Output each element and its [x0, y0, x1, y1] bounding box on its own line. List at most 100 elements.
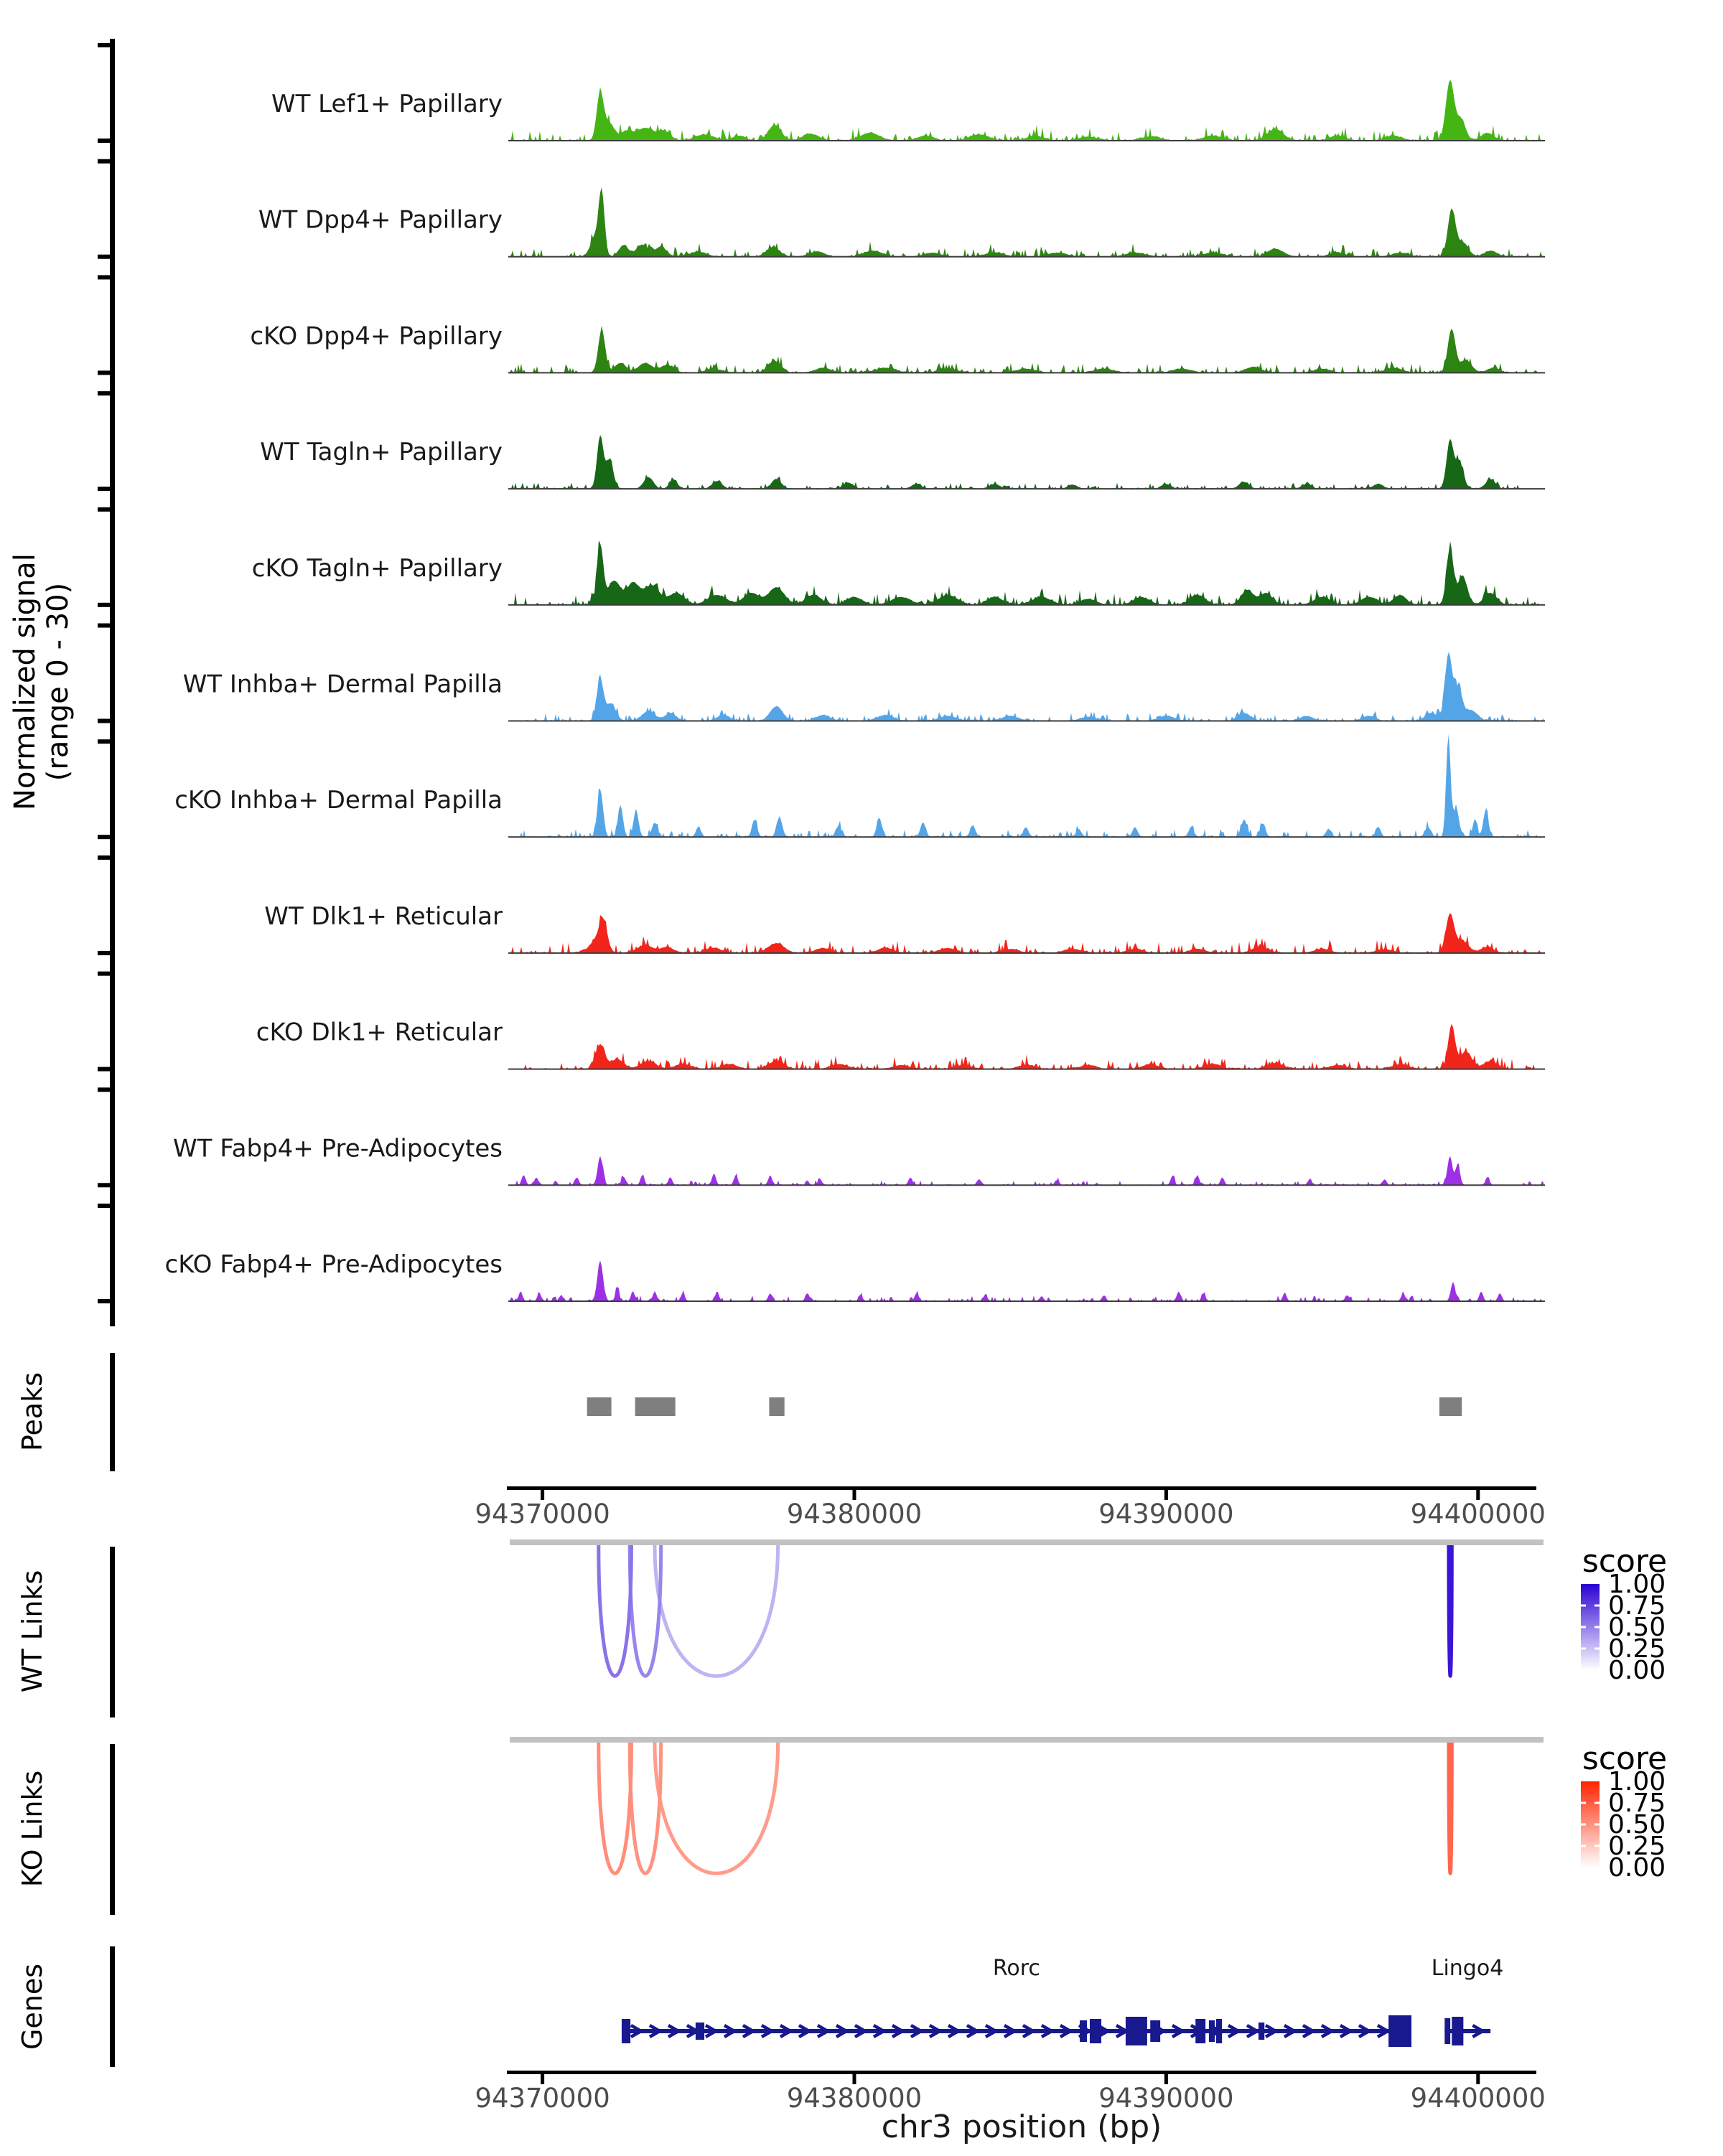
track-label: WT Dpp4+ Papillary — [258, 206, 503, 235]
gene-rorc: Rorc — [621, 1956, 1412, 2047]
strand-chevron-icon — [723, 2024, 738, 2038]
legend-tick-label: 0.75 — [1608, 1591, 1666, 1621]
axis-tick — [541, 2074, 545, 2084]
y-axis-tick-zero — [98, 1183, 112, 1188]
y-axis-tick-max — [98, 43, 112, 47]
signal-area — [510, 1156, 1544, 1186]
strand-chevron-icon — [816, 2024, 831, 2038]
legend-colorbar-tick — [1594, 1647, 1600, 1650]
legend-colorbar-tick — [1581, 1647, 1586, 1650]
y-axis-tick-max — [98, 391, 112, 396]
legend-colorbar-tick — [1594, 1801, 1600, 1804]
gene-exon — [1195, 2019, 1206, 2043]
track-baseline — [508, 1068, 1545, 1070]
axis-tick-label: 94380000 — [787, 2083, 922, 2114]
y-axis-tick-max — [98, 275, 112, 280]
link-arc — [1447, 1742, 1454, 1875]
legend-colorbar-tick — [1594, 1845, 1600, 1847]
link-arc — [653, 1742, 780, 1875]
strand-chevron-icon — [984, 2024, 999, 2038]
y-axis-tick-max — [98, 159, 112, 164]
gene-exon — [1208, 2020, 1215, 2042]
gene-name: Rorc — [993, 1956, 1040, 1981]
strand-chevron-icon — [928, 2024, 943, 2038]
legend-tick-label: 0.75 — [1608, 1789, 1666, 1818]
x-axis-title: chr3 position (bp) — [882, 2109, 1162, 2145]
track-cko-tagln-papillary: cKO Tagln+ Papillary — [98, 507, 1545, 607]
y-axis-spine — [110, 39, 115, 1326]
legend-title: score — [1582, 1543, 1667, 1580]
peak-region — [1439, 1397, 1462, 1416]
peaks-axis: 94370000 94380000 94390000 94400000 — [475, 1486, 1546, 1529]
axis-tick — [1476, 1490, 1480, 1500]
track-baseline — [508, 372, 1545, 374]
strand-chevron-icon — [1171, 2024, 1186, 2038]
gene-exon — [1089, 2019, 1102, 2043]
strand-chevron-icon — [779, 2024, 794, 2038]
strand-chevron-icon — [1003, 2024, 1018, 2038]
strand-chevron-icon — [1227, 2024, 1242, 2038]
axis-tick — [541, 1490, 545, 1500]
legend-colorbar-tick — [1581, 1801, 1586, 1804]
strand-chevron-icon — [1339, 2024, 1354, 2038]
strand-chevron-icon — [854, 2024, 869, 2038]
strand-chevron-icon — [835, 2024, 850, 2038]
wt-links-panel-label: WT Links — [17, 1570, 48, 1692]
genes-panel: Genes Rorc Lingo4 — [17, 1946, 1503, 2067]
strand-chevron-icon — [742, 2024, 757, 2038]
signal-area — [510, 733, 1544, 838]
track-baseline — [508, 488, 1545, 490]
genes-spine — [110, 1946, 115, 2067]
peaks-panel: Peaks — [17, 1353, 1462, 1471]
y-axis-tick-max — [98, 507, 112, 512]
links-baseline-bar — [510, 1737, 1544, 1743]
y-axis-tick-zero — [98, 602, 112, 607]
y-axis-tick-zero — [98, 1299, 112, 1303]
strand-chevron-icon — [1283, 2024, 1298, 2038]
y-axis-tick-zero — [98, 1067, 112, 1072]
ko-links-panel-label: KO Links — [17, 1771, 48, 1887]
track-label: WT Fabp4+ Pre-Adipocytes — [173, 1134, 503, 1163]
link-arc — [597, 1545, 633, 1678]
legend-tick-label: 0.00 — [1608, 1656, 1666, 1685]
track-cko-dlk1-reticular: cKO Dlk1+ Reticular — [98, 971, 1545, 1072]
legend-tick-label: 0.50 — [1608, 1613, 1666, 1642]
track-wt-dlk1-reticular: WT Dlk1+ Reticular — [98, 855, 1545, 955]
axis-tick — [852, 1490, 856, 1500]
legend-colorbar-tick — [1594, 1823, 1600, 1826]
gene-exon — [1388, 2015, 1412, 2047]
axis-line — [507, 2071, 1536, 2074]
y-axis-label-line2: (range 0 - 30) — [42, 583, 75, 781]
peaks-panel-label: Peaks — [17, 1372, 48, 1451]
gene-body — [1444, 2029, 1491, 2033]
strand-chevron-icon — [1302, 2024, 1317, 2038]
strand-chevron-icon — [704, 2024, 719, 2038]
legend-tick-label: 1.00 — [1608, 1570, 1666, 1599]
legend-tick-label: 0.50 — [1608, 1810, 1666, 1839]
y-axis-tick-max — [98, 623, 112, 628]
genes-panel-label: Genes — [17, 1964, 48, 2050]
strand-chevron-icon — [667, 2024, 682, 2038]
legend-title: score — [1582, 1740, 1667, 1777]
strand-chevron-icon — [872, 2024, 887, 2038]
legend-tick-label: 0.25 — [1608, 1634, 1666, 1664]
track-baseline — [508, 1184, 1545, 1186]
link-arc — [597, 1742, 633, 1875]
track-baseline — [508, 836, 1545, 838]
gene-exon — [1215, 2019, 1223, 2043]
link-arc — [653, 1545, 780, 1678]
strand-chevron-icon — [966, 2024, 981, 2038]
track-baseline — [508, 256, 1545, 258]
strand-chevron-icon — [1264, 2024, 1279, 2038]
legend-colorbar-tick — [1581, 1823, 1586, 1826]
peak-region — [769, 1397, 785, 1416]
strand-chevron-icon — [910, 2024, 925, 2038]
strand-chevron-icon — [760, 2024, 775, 2038]
y-axis-tick-zero — [98, 835, 112, 840]
gene-exon — [1080, 2020, 1088, 2042]
axis-line — [507, 1486, 1536, 1490]
strand-chevron-icon — [1358, 2024, 1373, 2038]
signal-area — [510, 913, 1544, 953]
